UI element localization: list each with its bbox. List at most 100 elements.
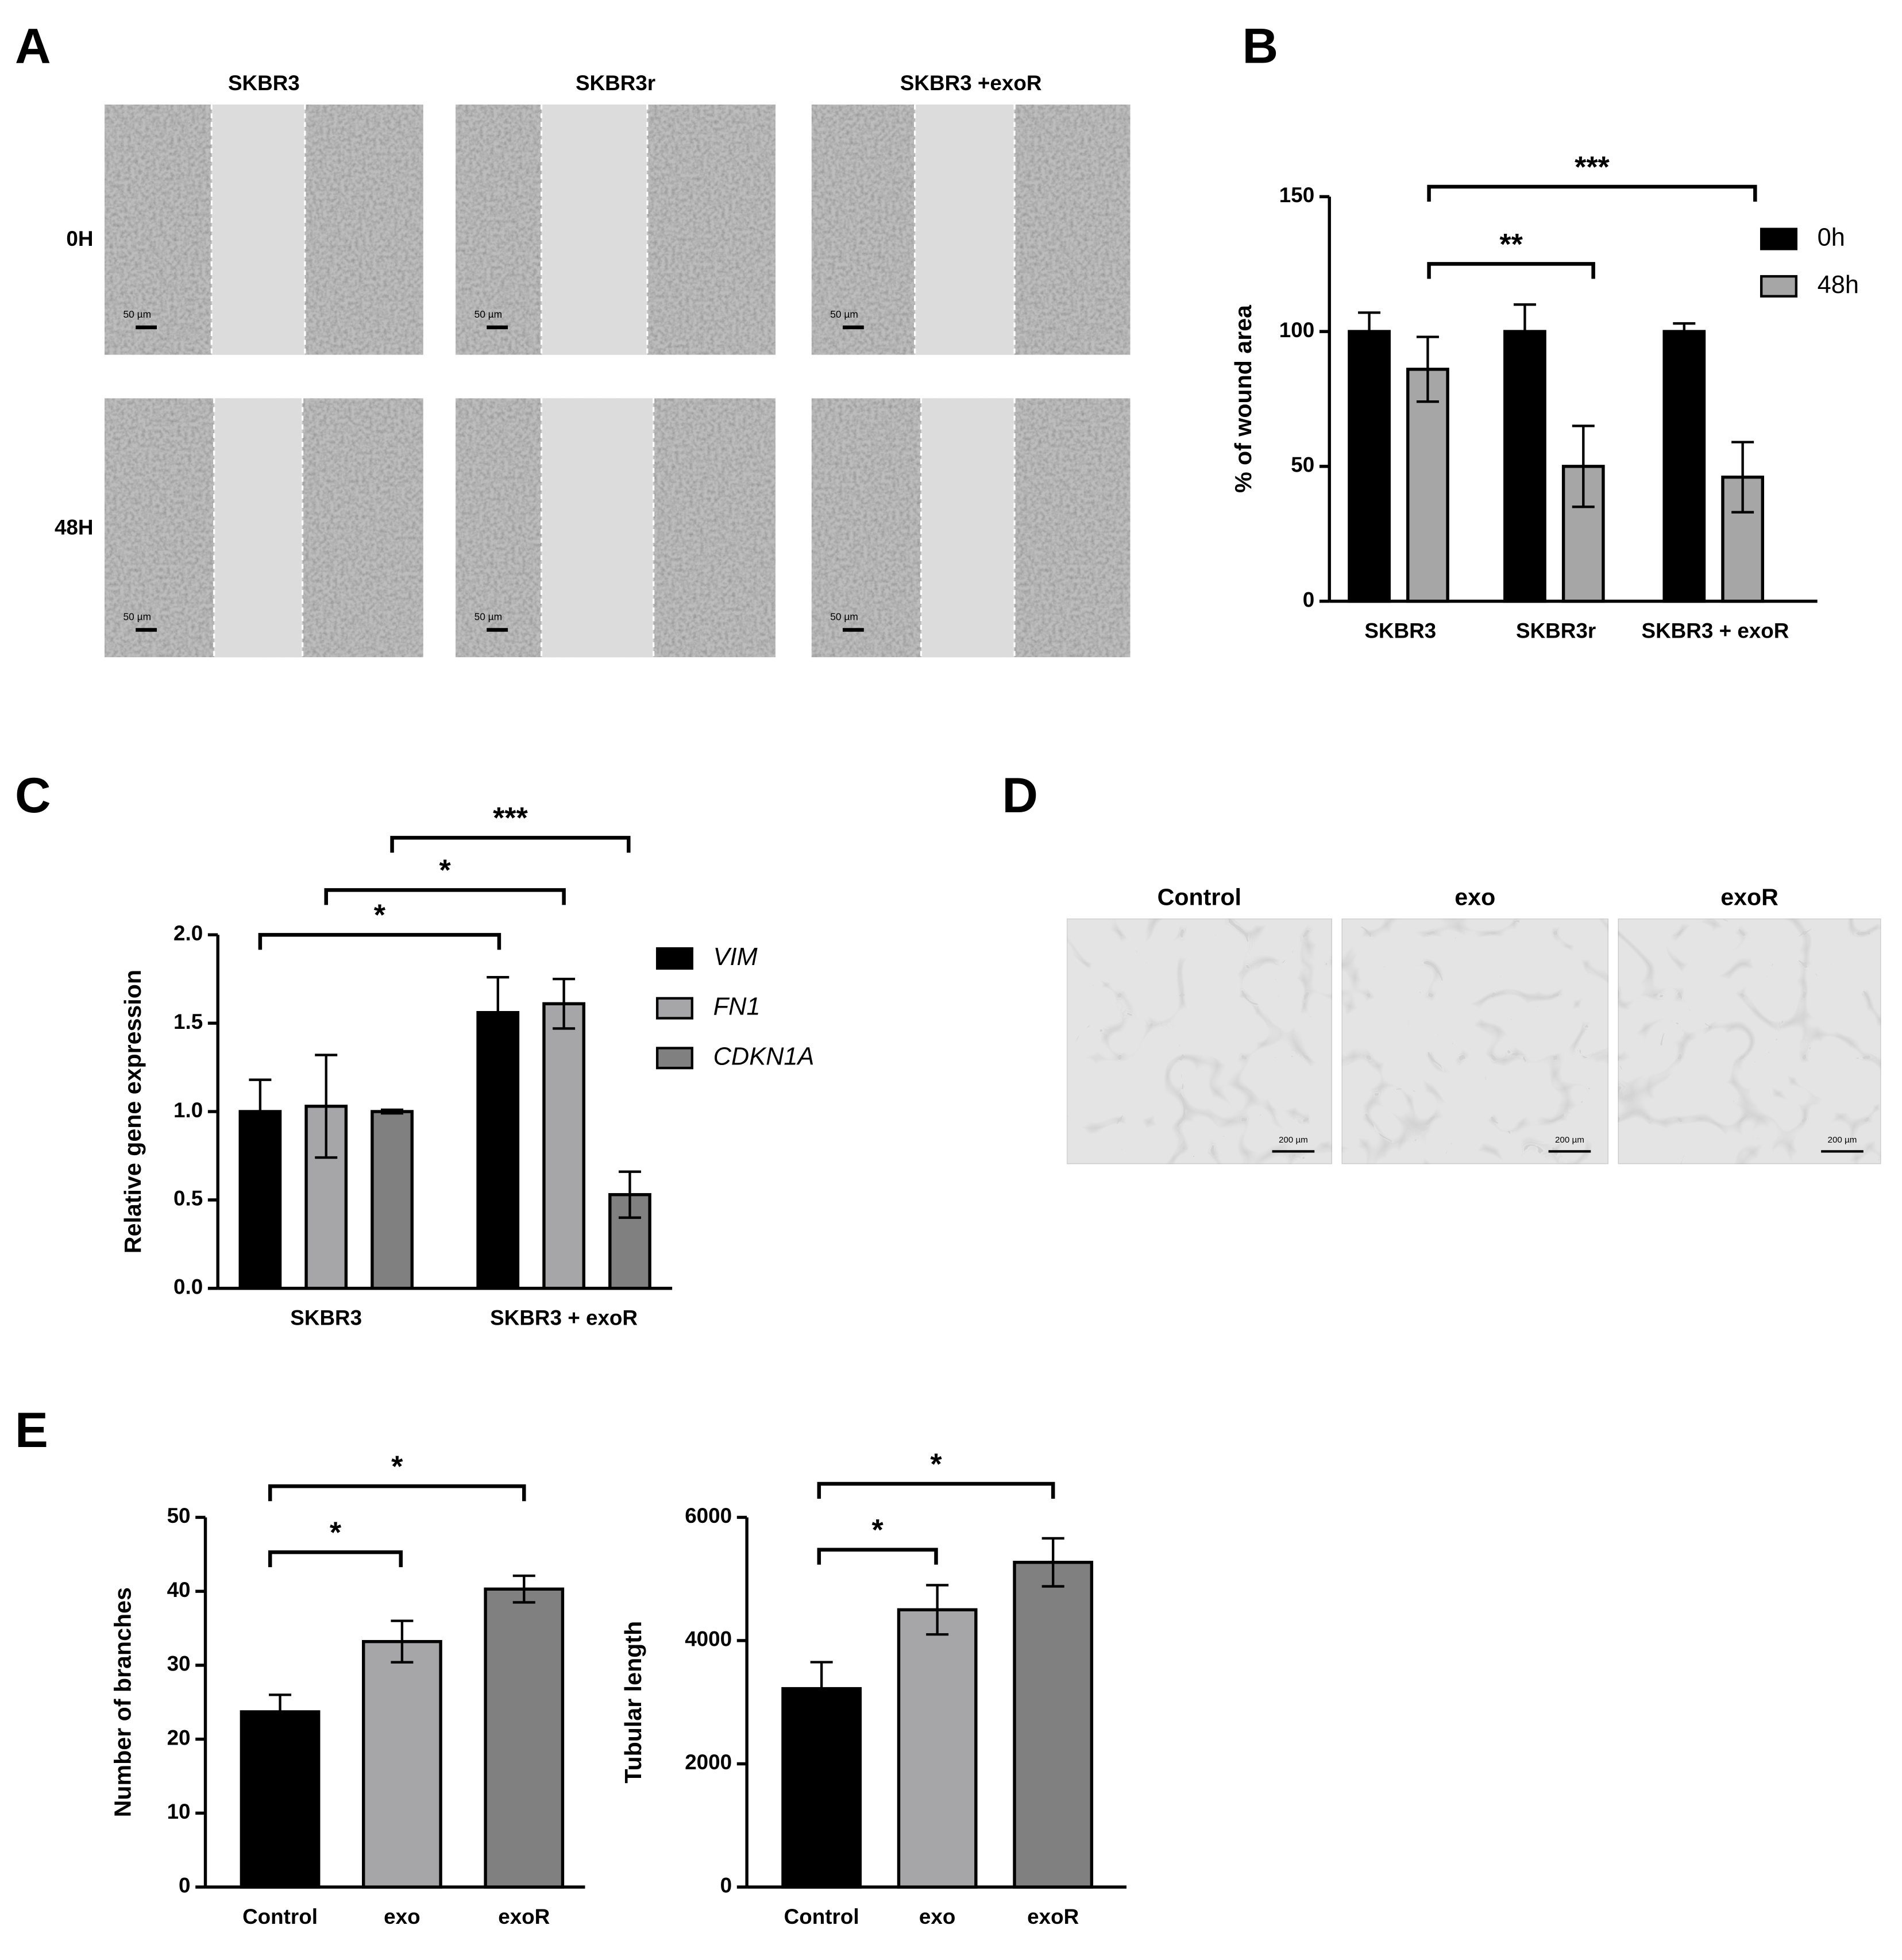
wound-gap	[915, 105, 1015, 355]
x-tick-label: SKBR3 + exoR	[490, 1306, 638, 1330]
y-tick-label: 6000	[685, 1504, 732, 1527]
legend-swatch	[1760, 227, 1797, 250]
y-tick-label: 1.5	[173, 1010, 203, 1033]
scale-bar-label: 200 µm	[1279, 1135, 1308, 1145]
error-bar	[512, 1574, 535, 1604]
error-bar	[1513, 303, 1536, 360]
scale-bar-label: 200 µm	[1828, 1135, 1857, 1145]
wound-gap	[214, 398, 303, 658]
bar	[1348, 330, 1391, 603]
column-title: exo	[1455, 883, 1495, 910]
y-tick-label: 1.0	[173, 1098, 203, 1122]
significance-bracket	[817, 1548, 938, 1565]
row-label: 0H	[66, 227, 93, 250]
x-tick-label: Control	[784, 1905, 859, 1928]
significance-label: **	[1499, 228, 1523, 261]
x-tick-label: exoR	[1027, 1905, 1079, 1928]
y-tick-label: 4000	[685, 1627, 732, 1651]
wound-gap	[211, 105, 305, 355]
significance-bracket	[268, 1550, 403, 1568]
y-tick-label: 40	[167, 1578, 191, 1602]
bar	[304, 1105, 348, 1290]
bar	[781, 1687, 862, 1889]
significance-bracket	[268, 1484, 526, 1502]
x-tick-label: exo	[384, 1905, 420, 1928]
error-bar	[1673, 322, 1696, 341]
x-tick-label: SKBR3 + exoR	[1642, 619, 1789, 643]
scale-bar-label: 200 µm	[1555, 1135, 1584, 1145]
significance-bracket	[324, 888, 566, 905]
bar	[1406, 368, 1449, 603]
error-bar	[269, 1693, 292, 1730]
y-axis-title: Tubular length	[620, 1621, 646, 1784]
panel-label: B	[1243, 19, 1279, 74]
significance-bracket	[817, 1481, 1055, 1499]
y-tick-label: 0	[179, 1874, 190, 1897]
significance-bracket	[1427, 262, 1595, 279]
bar	[371, 1110, 414, 1290]
legend-label: FN1	[713, 993, 761, 1021]
error-bar	[810, 1661, 833, 1716]
x-tick-label: SKBR3r	[1516, 619, 1596, 643]
y-tick-label: 150	[1279, 183, 1314, 207]
y-tick-label: 20	[167, 1726, 191, 1749]
panel-label: D	[1002, 768, 1038, 823]
legend-label: CDKN1A	[713, 1043, 815, 1070]
significance-label: *	[374, 899, 386, 932]
micrograph	[1341, 918, 1609, 1165]
x-tick-label: Control	[242, 1905, 318, 1928]
error-bar	[249, 1078, 272, 1145]
bar	[542, 1002, 585, 1290]
error-bar	[391, 1619, 414, 1664]
column-title: SKBR3 +exoR	[900, 71, 1042, 95]
panel-label: A	[15, 19, 51, 74]
significance-label: ***	[1575, 151, 1610, 184]
legend-swatch	[655, 947, 693, 970]
bar	[484, 1587, 565, 1889]
y-tick-label: 0	[1303, 588, 1314, 611]
wound-gap	[541, 398, 654, 658]
bar	[1662, 330, 1706, 603]
wound-gap	[541, 105, 647, 355]
error-bar	[381, 1108, 404, 1115]
y-tick-label: 0	[720, 1874, 732, 1897]
significance-bracket	[390, 836, 631, 853]
error-bar	[1041, 1537, 1064, 1588]
significance-label: *	[439, 854, 452, 888]
error-bar	[553, 978, 576, 1030]
x-tick-label: exo	[919, 1905, 955, 1928]
legend-label: 48h	[1818, 271, 1859, 299]
significance-label: *	[930, 1448, 942, 1481]
y-tick-label: 2.0	[173, 921, 203, 945]
scale-bar-label: 50 µm	[830, 611, 858, 622]
y-axis-title: Number of branches	[110, 1587, 136, 1817]
error-bar	[487, 976, 510, 1050]
y-tick-label: 2000	[685, 1750, 732, 1774]
scale-bar-label: 50 µm	[474, 308, 503, 320]
y-tick-label: 30	[167, 1652, 191, 1676]
significance-label: ***	[493, 802, 528, 835]
scale-bar-label: 50 µm	[124, 611, 152, 622]
bar	[476, 1011, 520, 1290]
scale-bar-label: 50 µm	[474, 611, 503, 622]
legend-swatch	[655, 997, 693, 1020]
micrograph	[1066, 918, 1333, 1165]
error-bar	[926, 1584, 949, 1636]
y-tick-label: 50	[167, 1504, 191, 1527]
bar	[897, 1608, 978, 1889]
y-tick-label: 10	[167, 1800, 191, 1823]
error-bar	[618, 1170, 641, 1219]
x-tick-label: exoR	[498, 1905, 550, 1928]
y-tick-label: 0.5	[173, 1187, 203, 1210]
significance-label: *	[872, 1514, 884, 1547]
legend-swatch	[1760, 275, 1797, 298]
column-title: Control	[1158, 883, 1241, 910]
error-bar	[1416, 335, 1439, 403]
error-bar	[1358, 311, 1381, 352]
row-label: 48H	[55, 516, 94, 539]
bar	[240, 1710, 321, 1889]
error-bar	[1731, 441, 1754, 514]
y-axis-title: Relative gene expression	[119, 970, 146, 1253]
significance-bracket	[1427, 184, 1757, 202]
